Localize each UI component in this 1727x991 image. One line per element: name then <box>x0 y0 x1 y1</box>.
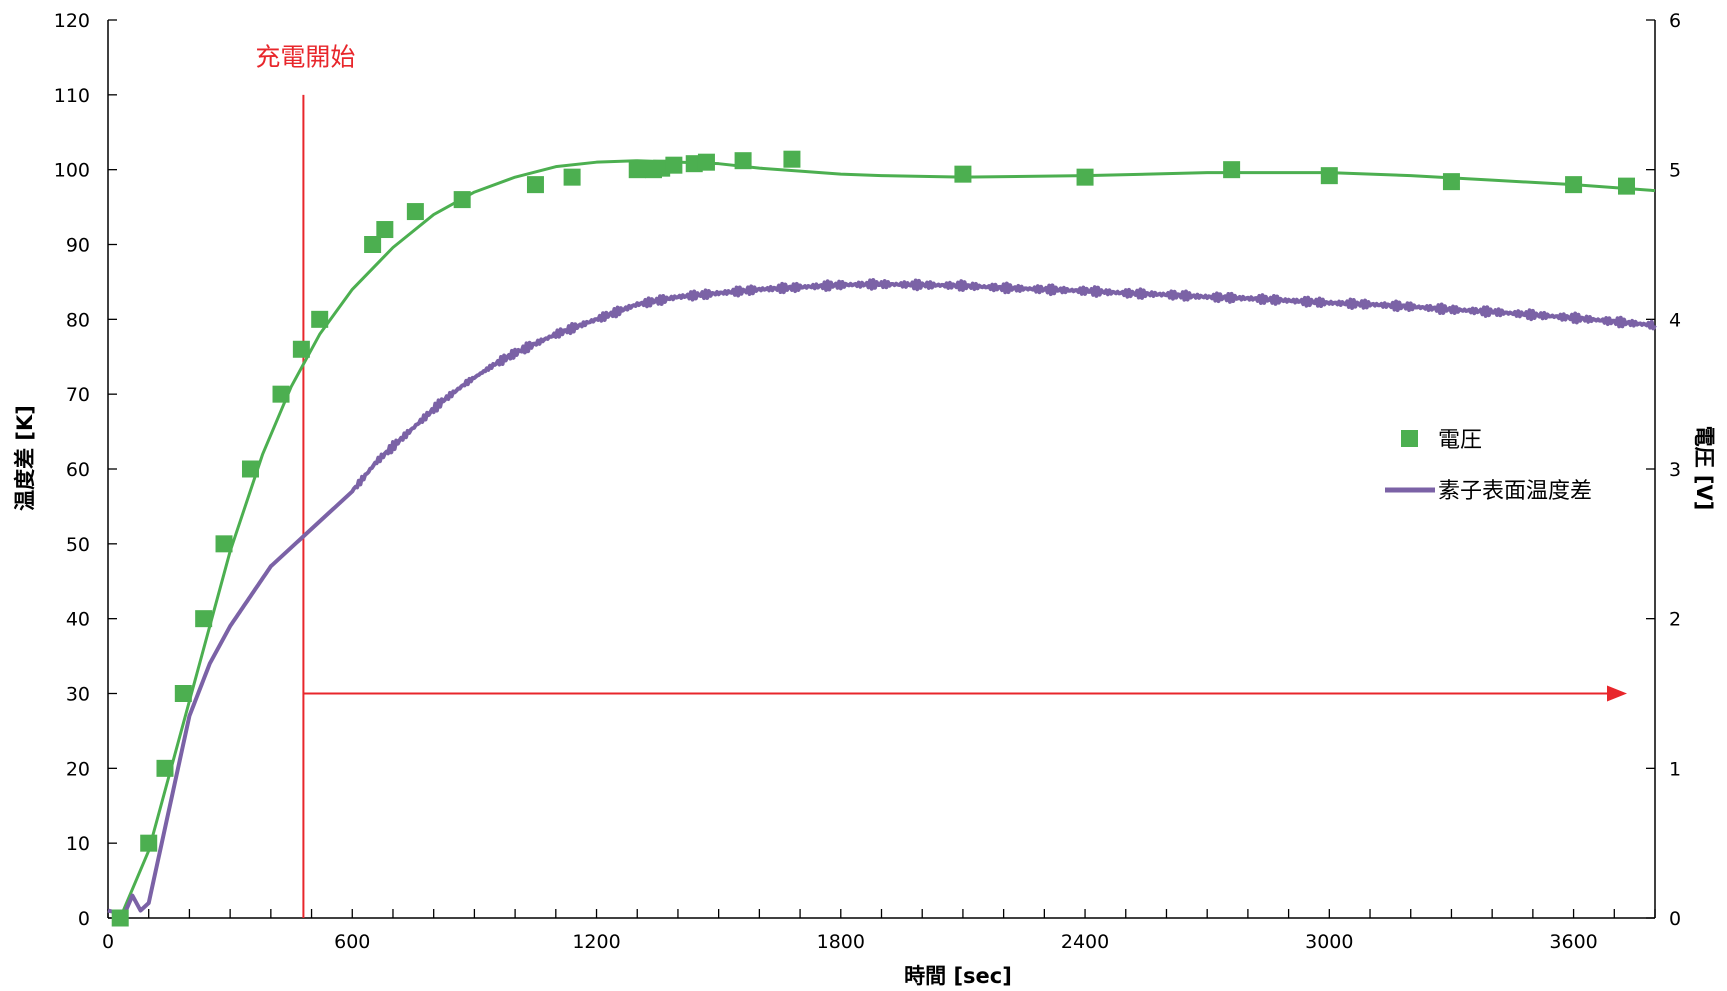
voltage-point <box>1442 173 1460 191</box>
y2-axis-title: 電圧 [V] <box>1692 426 1716 511</box>
x-tick-label: 1200 <box>572 931 620 953</box>
voltage-point <box>156 759 174 777</box>
voltage-point <box>628 161 646 179</box>
voltage-point <box>111 909 129 927</box>
voltage-point <box>1223 161 1241 179</box>
x-tick-label: 0 <box>102 931 114 953</box>
voltage-point <box>954 165 972 183</box>
voltage-point <box>195 610 213 628</box>
x-tick-label: 3000 <box>1305 931 1353 953</box>
y-tick-label: 80 <box>66 309 90 331</box>
y2-tick-label: 6 <box>1669 10 1681 32</box>
y-tick-label: 30 <box>66 684 90 706</box>
voltage-point <box>453 191 471 209</box>
y-axis-title: 温度差 [K] <box>13 405 37 511</box>
y-tick-label: 50 <box>66 534 90 556</box>
y-tick-label: 0 <box>78 908 90 930</box>
y-tick-label: 10 <box>66 833 90 855</box>
marks <box>107 94 1657 927</box>
voltage-point <box>697 153 715 171</box>
x-tick-label: 1800 <box>817 931 865 953</box>
y-tick-label: 40 <box>66 609 90 631</box>
voltage-point <box>311 310 329 328</box>
y-tick-label: 100 <box>54 160 90 182</box>
y2-tick-label: 3 <box>1669 459 1681 481</box>
y-tick-label: 20 <box>66 758 90 780</box>
legend: 電圧 素子表面温度差 <box>1385 428 1592 504</box>
axes <box>107 20 1656 919</box>
legend-label-temperature: 素子表面温度差 <box>1438 479 1592 504</box>
voltage-point <box>140 834 158 852</box>
voltage-point <box>1618 177 1636 195</box>
voltage-point <box>1320 167 1338 185</box>
voltage-point <box>272 385 290 403</box>
y2-tick-label: 0 <box>1669 908 1681 930</box>
annotation-arrow-head <box>1607 685 1627 702</box>
temperature-line <box>107 278 1657 917</box>
voltage-point <box>376 221 394 239</box>
y-tick-label: 120 <box>54 10 90 32</box>
y2-tick-label: 5 <box>1669 160 1681 182</box>
y2-tick-label: 1 <box>1669 758 1681 780</box>
voltage-point <box>241 460 259 478</box>
y-tick-label: 90 <box>66 235 90 257</box>
voltage-point <box>292 340 310 358</box>
voltage-point <box>1076 168 1094 186</box>
voltage-point <box>406 203 424 221</box>
y-tick-label: 70 <box>66 384 90 406</box>
voltage-point <box>364 236 382 253</box>
y-tick-label: 110 <box>54 85 90 107</box>
voltage-point <box>1565 176 1583 194</box>
legend-marker-voltage <box>1401 430 1418 447</box>
voltage-point <box>174 685 192 702</box>
y2-tick-label: 2 <box>1669 609 1681 631</box>
voltage-point <box>783 150 801 168</box>
legend-label-voltage: 電圧 <box>1438 428 1482 453</box>
voltage-point <box>215 535 233 553</box>
y-tick-label: 60 <box>66 459 90 481</box>
voltage-point <box>563 168 581 186</box>
annotation-label: 充電開始 <box>255 42 355 71</box>
x-tick-label: 600 <box>334 931 370 953</box>
voltage-point <box>526 176 544 194</box>
voltage-point <box>665 156 683 174</box>
x-tick-label: 2400 <box>1061 931 1109 953</box>
x-axis-title: 時間 [sec] <box>904 964 1012 988</box>
y2-tick-label: 4 <box>1669 309 1681 331</box>
x-tick-label: 3600 <box>1549 931 1597 953</box>
voltage-fit-line <box>118 159 1656 919</box>
voltage-point <box>734 152 752 170</box>
